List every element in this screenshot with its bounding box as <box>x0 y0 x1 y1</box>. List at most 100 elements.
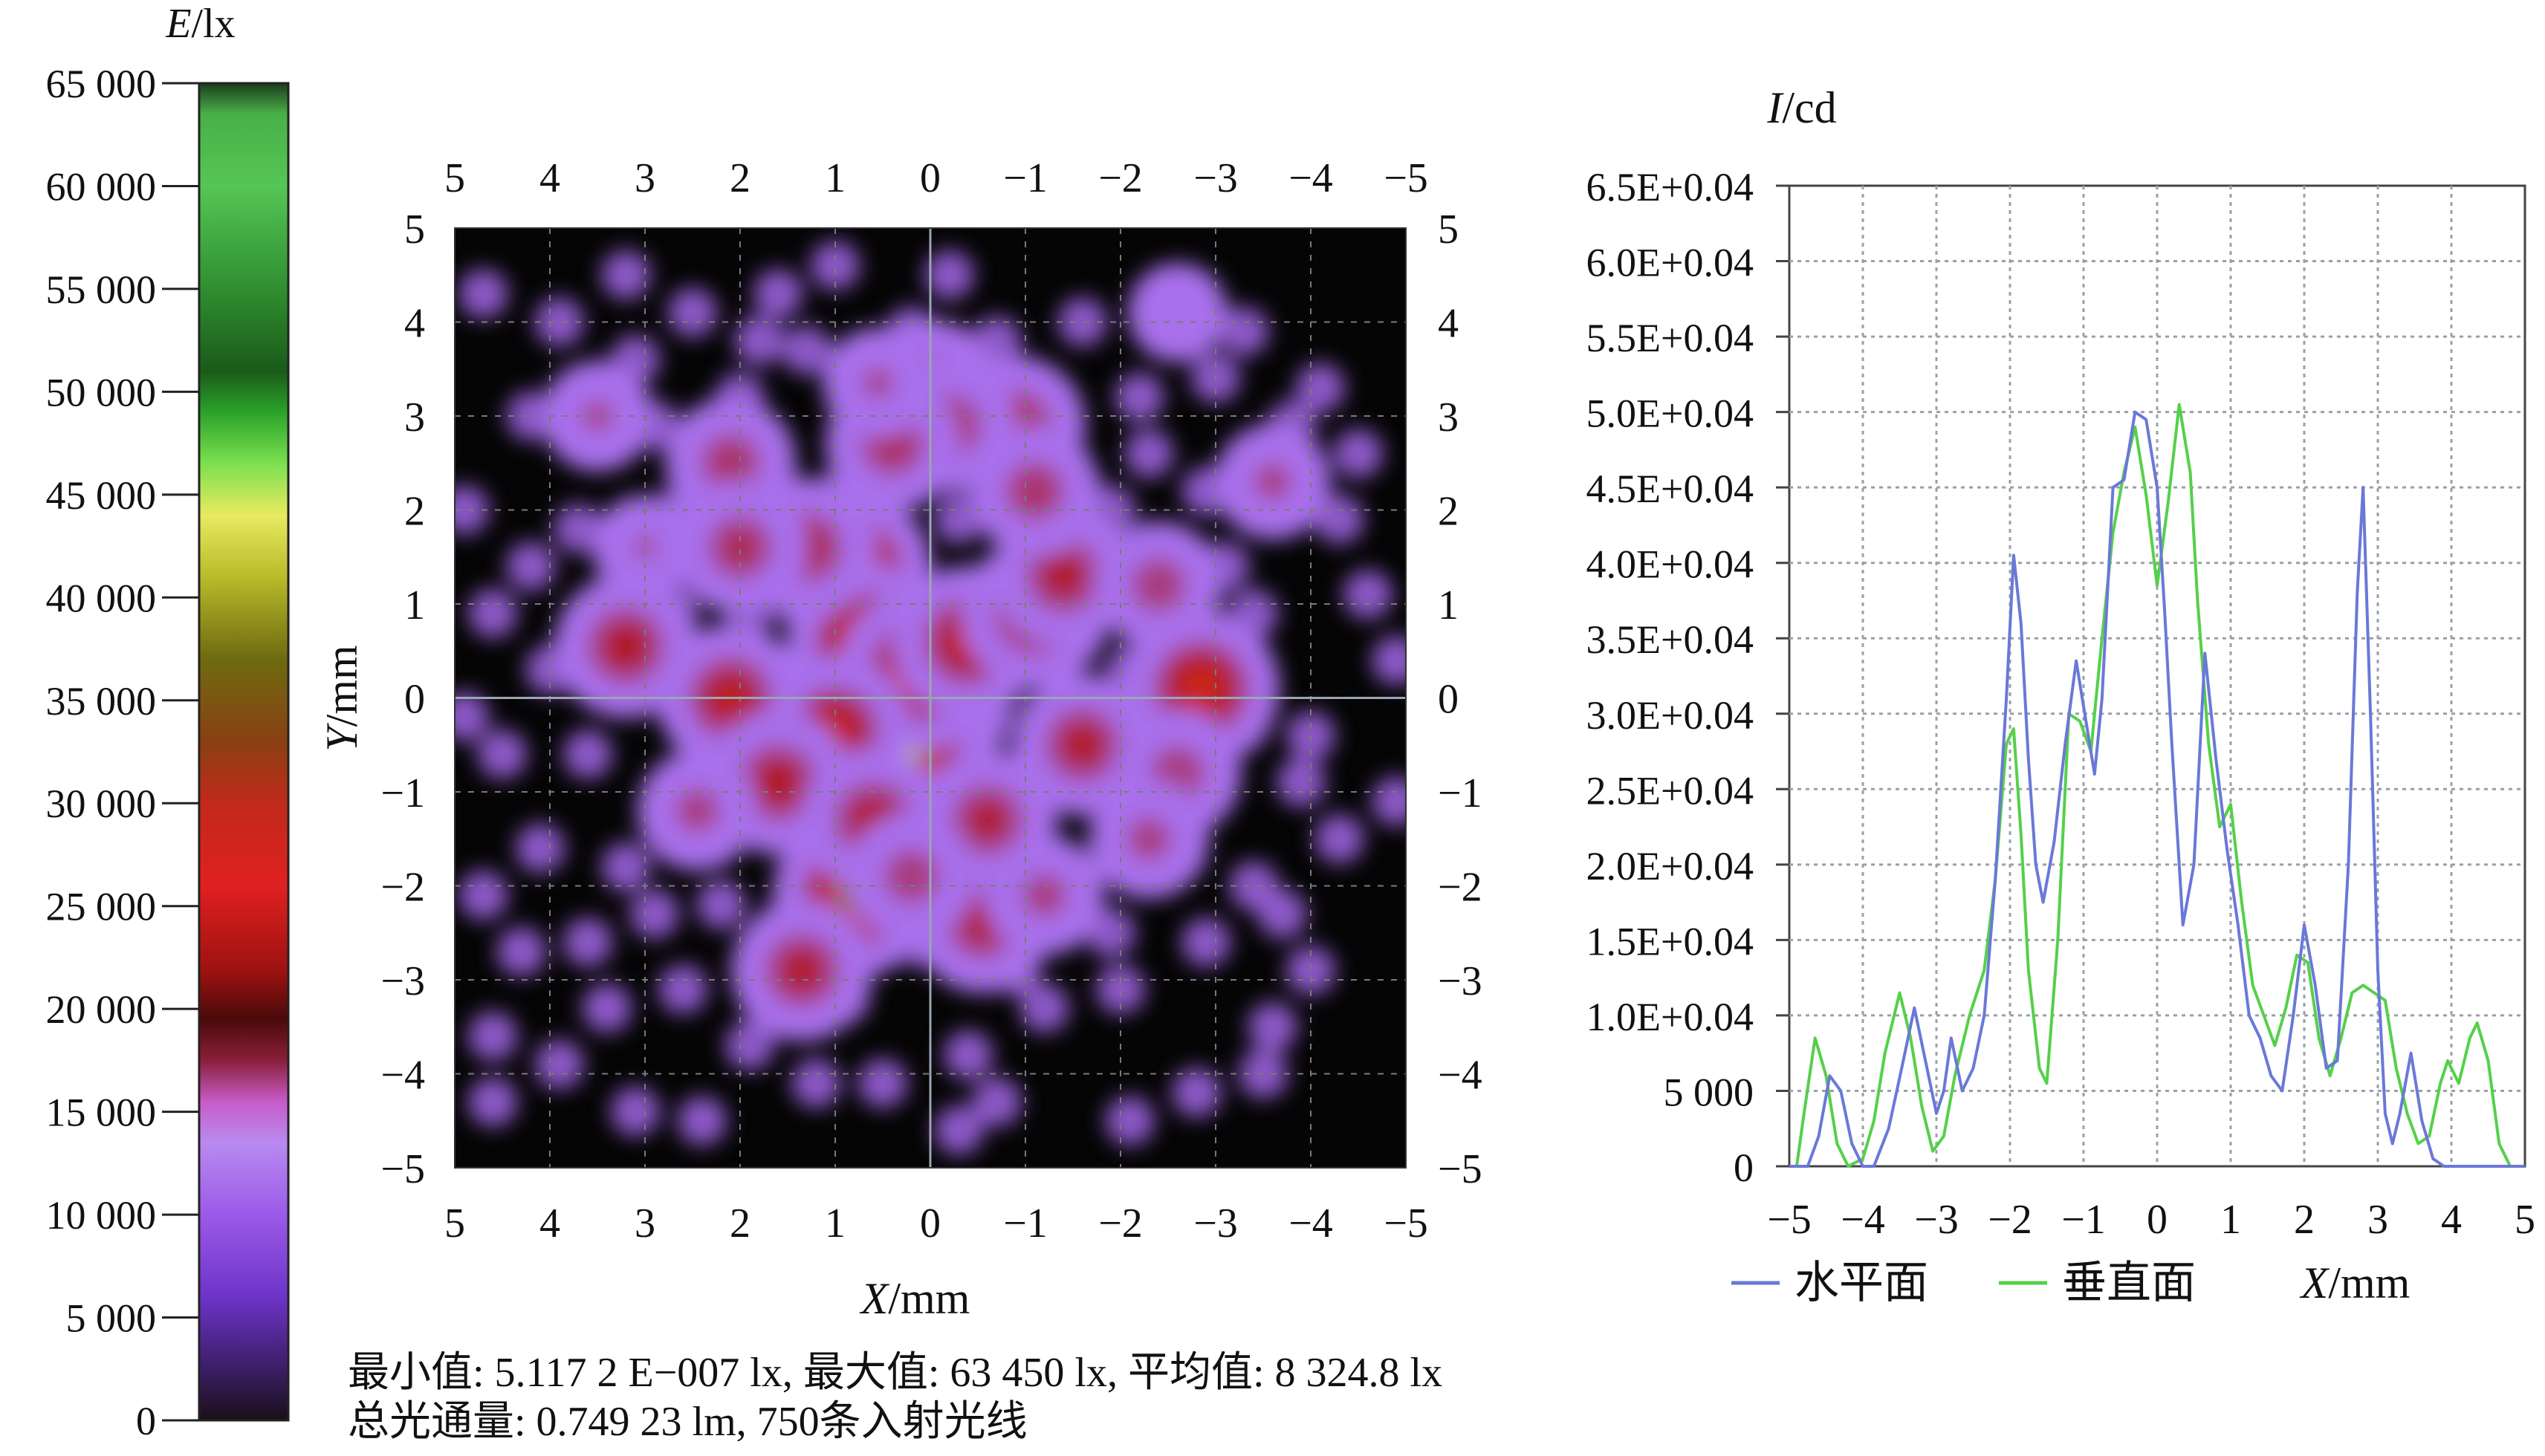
line-chart-y-tick: 6.0E+0.04 <box>1586 241 1754 285</box>
heatmap-spot <box>1371 776 1406 826</box>
heatmap-spot <box>696 880 746 930</box>
stats-line-2: 总光通量: 0.749 23 lm, 750条入射光线 <box>348 1399 1028 1445</box>
heatmap-y-tick-right: 2 <box>1438 489 1459 535</box>
heatmap-spot <box>534 1039 585 1090</box>
heatmap-hotspot-layer <box>756 761 800 805</box>
line-chart-y-ticks: 0 5 000 1.0E+0.04 1.5E+0.04 2.0E+0.04 2.5E+0.… <box>1586 165 1789 1190</box>
heatmap-spot <box>467 1077 518 1127</box>
heatmap-hotspot-layer <box>722 454 739 472</box>
heatmap-spot <box>1286 710 1336 761</box>
line-chart-y-tick: 0 <box>1734 1145 1754 1190</box>
heatmap-spot <box>943 1030 993 1080</box>
heatmap-spot <box>753 269 803 319</box>
heatmap-y-tick-right: −3 <box>1438 958 1482 1004</box>
heatmap-spot <box>496 926 546 977</box>
heatmap-hotspot-layer <box>1026 482 1044 500</box>
line-chart-y-tick: 3.5E+0.04 <box>1586 617 1754 662</box>
heatmap-x-label-unit: /mm <box>888 1274 970 1323</box>
line-chart-y-tick: 4.0E+0.04 <box>1586 542 1754 587</box>
heatmap-spot <box>629 889 680 939</box>
heatmap-x-tick-top: −5 <box>1384 155 1428 201</box>
heatmap-y-label-var: Y <box>317 723 366 752</box>
heatmap-spot <box>467 588 518 638</box>
heatmap-spot <box>857 1058 908 1108</box>
heatmap-y-tick-left: 5 <box>404 207 425 253</box>
heatmap-x-tick-top: 0 <box>920 155 941 201</box>
colorbar-label-unit: /lx <box>192 1 236 47</box>
line-chart-y-tick: 1.0E+0.04 <box>1586 995 1754 1039</box>
heatmap-spot <box>1333 429 1384 478</box>
line-chart-x-tick: 2 <box>2294 1197 2315 1243</box>
heatmap-y-tick-right: 5 <box>1438 207 1459 253</box>
heatmap-hotspot-layer <box>1127 817 1171 860</box>
colorbar-tick-label: 35 000 <box>46 679 157 724</box>
legend-label-horizontal: 水平面 <box>1795 1258 1928 1307</box>
heatmap-spot <box>1314 494 1364 545</box>
line-chart-y-tick: 2.5E+0.04 <box>1586 768 1754 813</box>
heatmap-spot <box>1248 1001 1298 1052</box>
colorbar-tick-label: 30 000 <box>46 781 157 826</box>
heatmap-hotspot-layer <box>583 401 612 431</box>
line-chart-x-tick: −5 <box>1767 1197 1812 1243</box>
heatmap-y-tick-left: 0 <box>404 677 425 723</box>
heatmap-y-tick-right: −2 <box>1438 865 1482 911</box>
heatmap-y-tick-right: −4 <box>1438 1053 1482 1099</box>
colorbar-tick-label: 10 000 <box>46 1193 157 1238</box>
heatmap-y-tick-left: 4 <box>404 301 425 347</box>
heatmap-x-ticks-top: 5 4 3 2 1 0 −1 −2 −3 −4 −5 <box>444 155 1428 201</box>
legend-label-vertical: 垂直面 <box>2062 1258 2196 1307</box>
heatmap-spot <box>934 1105 984 1155</box>
heatmap-x-tick-bottom: 1 <box>825 1200 846 1247</box>
line-chart-x-tick: 1 <box>2220 1197 2241 1243</box>
heatmap-y-tick-left: −1 <box>380 770 425 816</box>
heatmap-y-ticks-right: 5 4 3 2 1 0 −1 −2 −3 −4 −5 <box>1438 207 1482 1192</box>
heatmap-hotspot-layer <box>881 432 904 456</box>
line-chart-x-label: X/mm <box>2300 1258 2411 1307</box>
heatmap-spot <box>1105 1096 1155 1146</box>
colorbar-tick-label: 65 000 <box>46 62 157 106</box>
heatmap-x-tick-bottom: 2 <box>730 1200 750 1247</box>
colorbar: E/lx 0 5 000 10 000 15 000 20 000 25 000 30 00… <box>46 1 290 1443</box>
heatmap-y-tick-right: 0 <box>1438 677 1459 723</box>
heatmap-spot <box>563 729 613 779</box>
heatmap-spot <box>667 287 718 338</box>
heatmap-spot <box>724 1021 775 1070</box>
heatmap-hotspot-layer <box>863 368 893 398</box>
colorbar-tick-label: 55 000 <box>46 267 157 312</box>
line-chart-series <box>1789 403 2525 1168</box>
heatmap-hotspot-layer <box>1044 556 1083 596</box>
colorbar-label: E/lx <box>165 1 235 47</box>
heatmap-spot <box>1019 983 1069 1033</box>
heatmap-hotspot-layer <box>675 789 719 832</box>
heatmap-grid <box>455 228 1406 1168</box>
heatmap-x-tick-bottom: −5 <box>1384 1200 1428 1247</box>
heatmap-spot <box>455 692 490 742</box>
colorbar-tick-label: 50 000 <box>46 370 157 415</box>
heatmap-y-tick-right: 3 <box>1438 394 1459 441</box>
heatmap-hotspot-layer <box>1127 262 1228 363</box>
heatmap-spot <box>924 250 974 300</box>
heatmap-y-tick-left: 2 <box>404 489 425 535</box>
heatmap-spot <box>1371 635 1406 686</box>
heatmap-y-tick-left: −3 <box>380 958 425 1004</box>
heatmap-x-tick-bottom: −4 <box>1288 1200 1333 1247</box>
heatmap-spot <box>810 241 860 290</box>
heatmap-y-ticks-left: 5 4 3 2 1 0 −1 −2 −3 −4 −5 <box>380 207 425 1192</box>
heatmap-spot <box>554 504 603 554</box>
heatmap-x-tick-bottom: 3 <box>635 1200 655 1247</box>
heatmap-y-tick-right: 4 <box>1438 301 1459 347</box>
heatmap-hotspot-layer <box>1063 725 1102 764</box>
heatmap-x-label-var: X <box>860 1274 890 1323</box>
heatmap-spot <box>677 1096 727 1146</box>
colorbar-tick-label: 25 000 <box>46 885 157 929</box>
line-chart-y-tick: 4.5E+0.04 <box>1586 467 1754 511</box>
colorbar-ticks: 0 5 000 10 000 15 000 20 000 25 000 30 000 35 0… <box>46 62 199 1443</box>
heatmap-hotspot-layer <box>1254 464 1291 500</box>
heatmap-spot <box>1115 372 1164 422</box>
heatmap-spot <box>1219 306 1269 357</box>
colorbar-tick-label: 0 <box>136 1399 156 1443</box>
heatmap-spot <box>601 250 651 300</box>
heatmap-hotspot-layer <box>970 803 1005 837</box>
line-chart-y-tick: 1.5E+0.04 <box>1586 919 1754 963</box>
heatmap-x-tick-bottom: −3 <box>1193 1200 1238 1247</box>
